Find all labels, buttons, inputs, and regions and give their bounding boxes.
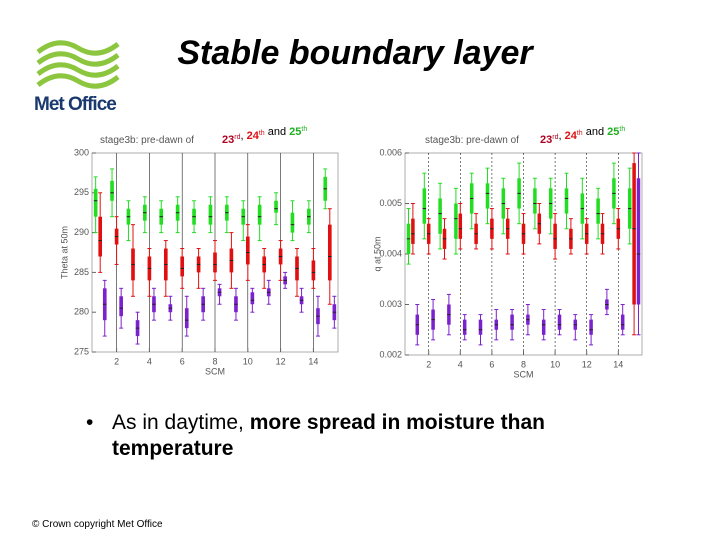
box (422, 188, 427, 224)
annotation-part: 24 (247, 130, 260, 142)
box (213, 252, 217, 273)
y-tick-label: 280 (74, 307, 89, 317)
y-tick-label: 300 (74, 147, 89, 157)
annotation-part: and (265, 126, 289, 138)
box (533, 188, 537, 214)
annotation-part: 23 (540, 134, 552, 146)
box (510, 314, 514, 330)
box (311, 260, 316, 281)
y-tick-label: 295 (74, 187, 89, 197)
y-tick-label: 290 (74, 227, 89, 237)
x-tick-label: 4 (458, 359, 463, 369)
annotation-part: 25 (289, 126, 301, 138)
slide-title: Stable boundary layer (177, 34, 534, 72)
annotation-part: 23 (222, 134, 234, 146)
box (636, 178, 641, 305)
box (632, 163, 636, 305)
box (454, 203, 458, 239)
box (589, 319, 593, 335)
y-tick-label: 0.006 (379, 147, 402, 157)
footer: © Crown copyright Met Office (32, 519, 163, 530)
annotation: 23rd, 24th and 25th (222, 126, 307, 146)
x-axis-label: SCM (514, 369, 534, 379)
y-axis-label: q at 50m (372, 236, 382, 271)
x-axis-label: SCM (205, 366, 225, 376)
logo-text: Met Office (34, 94, 116, 115)
box (553, 223, 557, 249)
x-tick-label: 12 (582, 359, 592, 369)
box (462, 319, 467, 335)
box (478, 319, 483, 335)
x-tick-label: 4 (147, 356, 152, 366)
bullet-bold: more spread in moisture than temperature (112, 411, 545, 460)
box (119, 296, 123, 317)
x-tick-label: 10 (243, 356, 253, 366)
annotation: 23rd, 24th and 25th (540, 126, 625, 146)
y-tick-label: 0.004 (379, 248, 402, 258)
annotation-part: 24 (565, 130, 578, 142)
box (541, 319, 546, 335)
x-tick-label: 2 (426, 359, 431, 369)
box (93, 188, 98, 217)
y-tick-label: 275 (74, 346, 89, 356)
box (327, 224, 332, 281)
bullet-text: As in daytime, (112, 411, 250, 434)
box (184, 308, 189, 329)
annotation-part: , (558, 130, 564, 142)
x-tick-label: 14 (613, 359, 623, 369)
y-tick-label: 0.002 (379, 349, 402, 359)
annotation-sup: th (259, 130, 265, 137)
annotation-part: and (583, 126, 607, 138)
box (98, 216, 103, 257)
box (245, 236, 250, 265)
box (274, 200, 278, 213)
box (564, 188, 569, 214)
x-tick-label: 6 (180, 356, 185, 366)
annotation-part: , (240, 130, 246, 142)
annotation-sup: rd (552, 134, 558, 141)
box (257, 204, 262, 225)
box (290, 212, 295, 233)
logo-mark (36, 40, 120, 89)
box (110, 180, 114, 201)
box (620, 314, 625, 330)
annotation-sup: th (577, 130, 583, 137)
annotation-sup: th (619, 126, 625, 133)
box (250, 292, 255, 305)
x-tick-label: 12 (276, 356, 286, 366)
y-tick-label: 0.003 (379, 299, 402, 309)
x-tick-label: 14 (308, 356, 318, 366)
y-tick-label: 0.005 (379, 198, 402, 208)
box (208, 204, 213, 225)
chart-title: stage3b: pre-dawn of (425, 135, 519, 146)
box (458, 213, 463, 239)
annotation-sup: rd (234, 134, 240, 141)
x-tick-label: 8 (521, 359, 526, 369)
box (596, 198, 600, 224)
annotation-sup: th (301, 126, 307, 133)
box (485, 183, 490, 209)
x-tick-label: 2 (114, 356, 119, 366)
box (438, 198, 442, 234)
y-tick-label: 285 (74, 267, 89, 277)
box (180, 256, 185, 277)
chart-title: stage3b: pre-dawn of (100, 135, 194, 146)
x-tick-label: 8 (212, 356, 217, 366)
box (557, 314, 562, 330)
y-axis-label: Theta at 50m (59, 226, 69, 279)
box (411, 218, 415, 244)
bullet: • As in daytime, more spread in moisture … (86, 411, 545, 460)
annotation-part: 25 (607, 126, 619, 138)
x-tick-label: 10 (550, 359, 560, 369)
x-tick-label: 6 (489, 359, 494, 369)
